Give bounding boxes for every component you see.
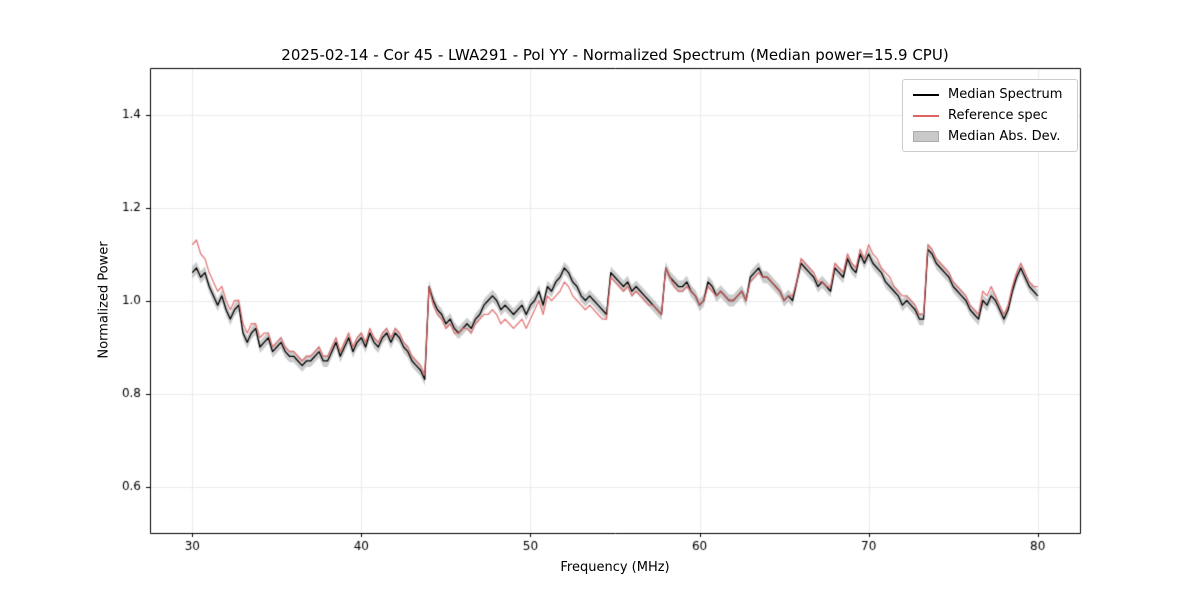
median-spectrum-line-swatch (913, 93, 939, 96)
y-axis-label: Normalized Power (96, 241, 112, 359)
legend-item-median-spectrum: Median Spectrum (913, 87, 1067, 102)
legend: Median Spectrum Reference spec Median Ab… (902, 79, 1078, 152)
legend-item-median-abs-dev: Median Abs. Dev. (913, 129, 1067, 144)
median-abs-dev-patch-swatch (913, 131, 939, 142)
legend-label: Reference spec (948, 108, 1048, 123)
reference-spec-line-swatch (913, 114, 939, 117)
x-axis-label: Frequency (MHz) (560, 560, 670, 575)
legend-item-reference-spec: Reference spec (913, 108, 1067, 123)
legend-label: Median Spectrum (948, 87, 1063, 102)
legend-label: Median Abs. Dev. (948, 129, 1061, 144)
plot-title: 2025-02-14 - Cor 45 - LWA291 - Pol YY - … (281, 46, 949, 64)
